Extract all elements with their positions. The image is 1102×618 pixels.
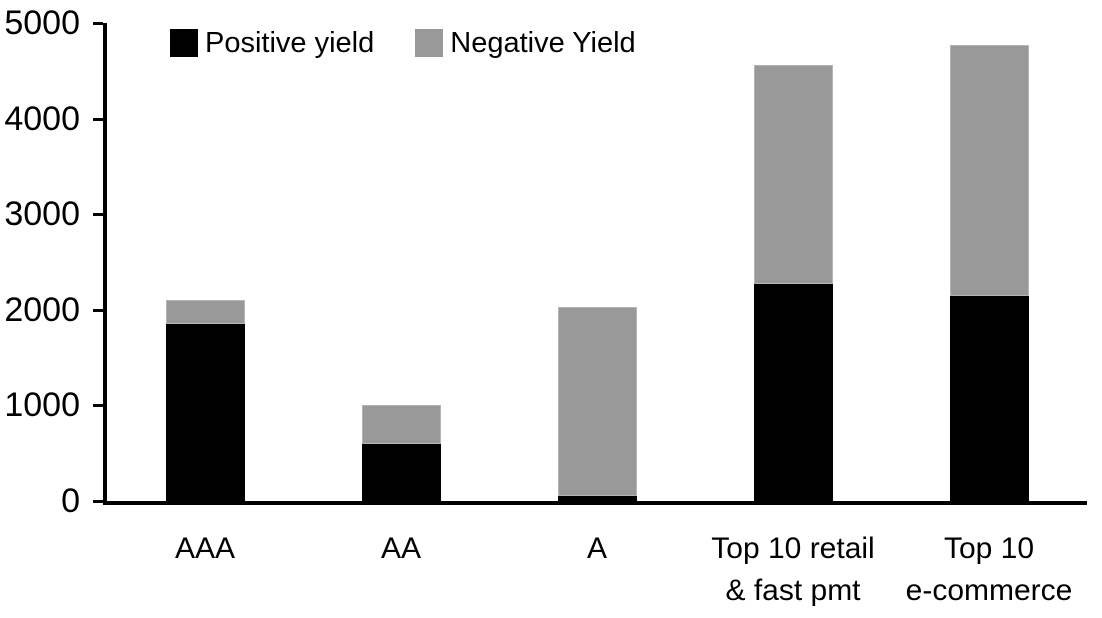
y-tick-label: 3000 [4, 195, 80, 234]
y-tick-mark [93, 213, 103, 217]
y-tick-label: 2000 [4, 290, 80, 329]
bar-segment-negative-yield [361, 405, 441, 444]
x-axis-label-line: Top 10 retail [711, 532, 875, 565]
stacked-bar [361, 405, 441, 501]
legend-label-positive-yield: Positive yield [205, 27, 375, 59]
bar-segment-negative-yield [165, 300, 245, 325]
y-tick-mark [93, 308, 103, 312]
x-axis-label-line: Top 10 [943, 532, 1035, 565]
y-tick-mark [93, 22, 103, 25]
negative-yield-swatch-icon [415, 29, 444, 57]
y-tick-mark [93, 117, 103, 121]
x-axis-label-line: A [586, 532, 607, 565]
x-axis-label-line: & fast pmt [725, 574, 861, 607]
y-tick-label: 4000 [4, 99, 80, 138]
x-axis-label-line: AA [380, 532, 422, 565]
stacked-bar [165, 300, 245, 501]
stacked-bar [557, 306, 637, 501]
chart-legend: Positive yield Negative Yield [170, 27, 636, 59]
x-axis-label: Top 10 retail & fast pmt [695, 528, 891, 612]
bar-slot [695, 23, 891, 501]
bar-segment-positive-yield [753, 284, 833, 501]
y-tick-mark [93, 404, 103, 408]
bar-segment-positive-yield [361, 443, 441, 501]
bar-segment-positive-yield [165, 324, 245, 501]
x-axis-label: AAA [107, 528, 303, 570]
bar-segment-positive-yield [949, 296, 1029, 501]
positive-yield-swatch-icon [170, 29, 198, 57]
stacked-bar [753, 65, 833, 501]
legend-item-negative-yield: Negative Yield [415, 27, 636, 59]
y-tick-label: 0 [61, 482, 80, 520]
x-axis-label-line: e-commerce [905, 574, 1073, 607]
plot-area [103, 23, 1087, 505]
x-axis-label-line: AAA [174, 532, 236, 565]
bar-segment-positive-yield [557, 496, 637, 501]
legend-label-negative-yield: Negative Yield [450, 27, 636, 59]
stacked-bar [949, 45, 1029, 501]
bar-slot [499, 23, 695, 501]
bar-segment-negative-yield [557, 306, 637, 497]
x-axis-label: A [499, 528, 695, 570]
bar-slot [891, 23, 1087, 501]
x-axis-label: Top 10 e-commerce [891, 528, 1087, 612]
y-tick-label: 1000 [4, 386, 80, 425]
bar-segment-negative-yield [949, 45, 1029, 297]
x-axis-label: AA [303, 528, 499, 570]
y-tick-mark [93, 500, 103, 503]
bar-slot [303, 23, 499, 501]
legend-item-positive-yield: Positive yield [170, 27, 375, 59]
bar-slot [107, 23, 303, 501]
y-tick-label: 5000 [4, 4, 80, 42]
bar-segment-negative-yield [753, 65, 833, 284]
